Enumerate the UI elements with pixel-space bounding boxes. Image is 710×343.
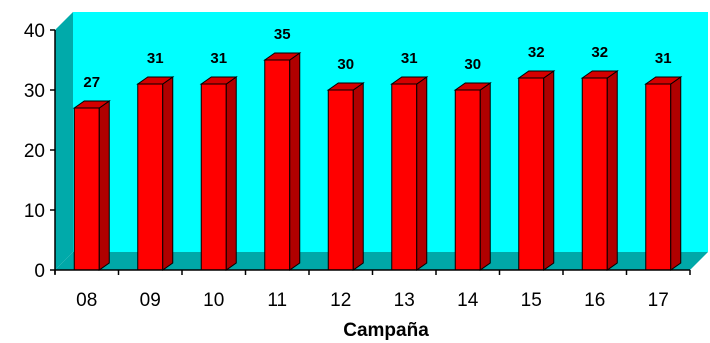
bar [517, 70, 556, 271]
bar [263, 52, 302, 271]
bar-top [199, 76, 238, 85]
bar-front [264, 59, 291, 271]
bar-side [670, 76, 682, 271]
bar [136, 76, 175, 271]
bar-front [137, 83, 164, 271]
y-axis: 0 10 20 30 40 [24, 21, 56, 282]
bar-top [644, 76, 683, 85]
bar-side [98, 100, 110, 271]
data-label: 32 [528, 44, 545, 61]
bar-front [581, 77, 608, 271]
bar-side [543, 70, 555, 271]
data-label: 35 [274, 26, 291, 43]
bar-side [225, 76, 237, 271]
bar-top [390, 76, 429, 85]
bar [644, 76, 683, 271]
y-tick-label: 10 [24, 201, 45, 222]
bar [72, 100, 111, 271]
data-label: 32 [591, 44, 608, 61]
x-tick-label: 16 [584, 290, 605, 311]
bar-front [454, 89, 481, 271]
x-tick-label: 12 [330, 290, 351, 311]
bar [580, 70, 619, 271]
x-tick-label: 08 [76, 290, 97, 311]
bar-front [645, 83, 672, 271]
data-label: 27 [83, 74, 100, 91]
x-tick-label: 10 [203, 290, 224, 311]
x-tick-label: 11 [267, 290, 287, 311]
data-label: 31 [655, 50, 672, 67]
x-tick-label: 09 [140, 290, 161, 311]
bar [326, 82, 365, 271]
x-tick-label: 14 [457, 290, 479, 311]
x-tick-label: 13 [394, 290, 415, 311]
x-axis: 08 09 10 11 12 13 14 15 16 17 [54, 269, 691, 311]
x-axis-title: Campaña [343, 320, 429, 341]
bar-side [289, 52, 301, 271]
bar [390, 76, 429, 271]
bar-side [352, 82, 364, 271]
bar-side [479, 82, 491, 271]
bars: 27 31 31 35 30 31 30 32 32 31 [72, 26, 683, 271]
y-tick-label: 40 [24, 21, 45, 42]
bar-top [326, 82, 365, 91]
x-tick-label: 15 [521, 290, 542, 311]
bar-top [517, 70, 556, 79]
x-tick-label: 17 [648, 290, 669, 311]
data-label: 31 [210, 50, 227, 67]
y-tick-label: 0 [34, 261, 45, 282]
bar [453, 82, 492, 271]
data-label: 30 [337, 56, 354, 73]
data-label: 31 [401, 50, 418, 67]
y-tick-label: 30 [24, 81, 45, 102]
bar [199, 76, 238, 271]
bar-side [416, 76, 428, 271]
y-tick-label: 20 [24, 141, 45, 162]
bar-front [518, 77, 545, 271]
bar-top [263, 52, 302, 61]
bar-side [162, 76, 174, 271]
bar-front [391, 83, 418, 271]
bar-top [72, 100, 111, 109]
bar-top [580, 70, 619, 79]
bar-top [453, 82, 492, 91]
bar-front [73, 107, 100, 271]
bar-front [200, 83, 227, 271]
bar-top [136, 76, 175, 85]
data-label: 30 [464, 56, 481, 73]
data-label: 31 [147, 50, 164, 67]
side-wall [55, 12, 73, 270]
bar-front [327, 89, 354, 271]
bar-side [606, 70, 618, 271]
